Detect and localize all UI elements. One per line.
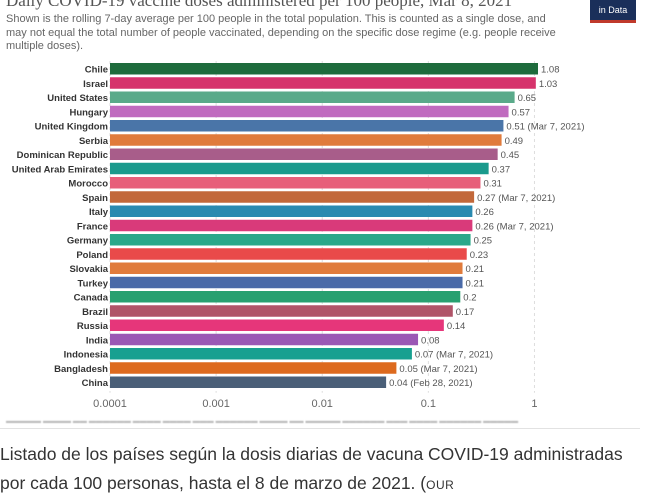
value-label: 0.26 (Mar 7, 2021) xyxy=(475,221,553,232)
bar xyxy=(110,77,536,89)
bar xyxy=(110,219,473,232)
divider xyxy=(0,428,640,429)
value-label: 0.04 (Feb 28, 2021) xyxy=(389,378,472,389)
category-label: Germany xyxy=(67,236,109,247)
value-label: 0.17 xyxy=(456,307,475,318)
chart-source-note: ▬▬▬▬▬ ▬▬▬▬ ▬▬ ▬▬▬▬▬▬ ▬▬▬▬ ▬▬▬▬ ▬▬▬ ▬▬▬▬▬… xyxy=(6,418,631,426)
value-label: 0.23 xyxy=(470,250,489,261)
category-label: Indonesia xyxy=(64,350,109,361)
chart-subtitle: Shown is the rolling 7-day average per 1… xyxy=(6,13,556,52)
category-label: United Kingdom xyxy=(35,122,108,133)
category-label: Chile xyxy=(85,65,108,76)
category-label: France xyxy=(77,221,108,232)
category-label: Brazil xyxy=(82,307,108,318)
bar xyxy=(110,191,475,203)
value-label: 0.21 xyxy=(466,278,485,289)
value-label: 0.37 xyxy=(492,164,511,175)
bar xyxy=(110,376,387,388)
value-label: 0.51 (Mar 7, 2021) xyxy=(506,122,584,133)
category-label: Turkey xyxy=(78,278,109,289)
bar xyxy=(110,319,444,331)
x-tick-label: 0.001 xyxy=(202,398,230,410)
x-tick-label: 0.0001 xyxy=(93,398,127,410)
value-label: 0.2 xyxy=(463,293,476,304)
bar xyxy=(110,262,463,274)
bar xyxy=(110,134,502,146)
category-label: Canada xyxy=(74,293,109,304)
bar xyxy=(110,105,509,118)
bar xyxy=(110,276,463,289)
value-label: 0.45 xyxy=(501,150,520,161)
category-label: Slovakia xyxy=(69,264,108,275)
value-label: 0.05 (Mar 7, 2021) xyxy=(399,364,477,375)
bar xyxy=(110,348,412,360)
value-label: 1.08 xyxy=(541,65,560,76)
category-label: Italy xyxy=(89,207,109,218)
bar xyxy=(110,148,498,160)
bar xyxy=(110,120,504,132)
category-label: Israel xyxy=(83,79,108,90)
category-label: United States xyxy=(47,93,108,104)
image-caption: Listado de los países según la dosis dia… xyxy=(0,440,652,500)
category-label: Hungary xyxy=(69,107,108,118)
x-tick-label: 0.01 xyxy=(312,398,333,410)
category-label: Morocco xyxy=(68,179,108,190)
value-label: 0.14 xyxy=(447,321,466,332)
category-label: United Arab Emirates xyxy=(12,164,108,175)
bar xyxy=(110,177,481,189)
bar xyxy=(110,234,471,246)
value-label: 1.03 xyxy=(539,79,558,90)
bar xyxy=(110,333,419,346)
bar xyxy=(110,162,489,175)
bar xyxy=(110,362,397,374)
x-tick-label: 1 xyxy=(531,398,537,410)
value-label: 0.07 (Mar 7, 2021) xyxy=(415,350,493,361)
category-label: Russia xyxy=(77,321,109,332)
category-label: Spain xyxy=(82,193,108,204)
caption-source-link[interactable]: OUR xyxy=(426,478,455,492)
value-label: 0.31 xyxy=(483,179,502,190)
bar xyxy=(110,248,467,260)
x-tick-label: 0.1 xyxy=(421,398,436,410)
bar xyxy=(110,291,461,303)
bar xyxy=(110,205,473,217)
category-label: Poland xyxy=(76,250,108,261)
value-label: 0.65 xyxy=(518,93,537,104)
category-label: India xyxy=(86,335,109,346)
category-label: China xyxy=(82,378,109,389)
logo[interactable]: in Data xyxy=(590,0,636,23)
value-label: 0.49 xyxy=(505,136,524,147)
value-label: 0.26 xyxy=(475,207,494,218)
bar xyxy=(110,305,453,317)
category-label: Dominican Republic xyxy=(17,150,108,161)
value-label: 0.08 xyxy=(421,335,440,346)
bar xyxy=(110,63,538,75)
bar xyxy=(110,91,515,103)
footer-blur-1: ▬▬▬▬▬ ▬▬▬▬ ▬▬ ▬▬▬▬▬▬ ▬▬▬▬ ▬▬▬▬ ▬▬▬ ▬▬▬▬▬… xyxy=(6,418,519,425)
category-label: Bangladesh xyxy=(54,364,108,375)
value-label: 0.25 xyxy=(474,236,493,247)
caption-text: Listado de los países según la dosis dia… xyxy=(0,444,623,493)
value-label: 0.21 xyxy=(466,264,485,275)
category-label: Serbia xyxy=(79,136,109,147)
value-label: 0.27 (Mar 7, 2021) xyxy=(477,193,555,204)
chart-title: Daily COVID-19 vaccine doses administere… xyxy=(6,0,513,10)
value-label: 0.57 xyxy=(512,107,530,118)
